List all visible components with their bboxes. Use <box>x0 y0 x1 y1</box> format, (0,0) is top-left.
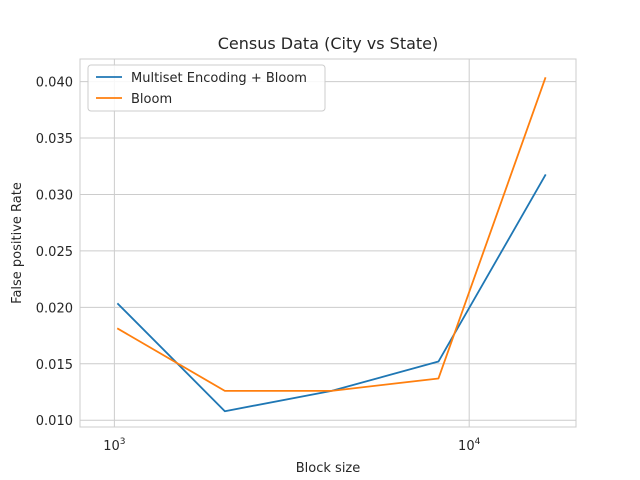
plot-frame <box>79 58 577 428</box>
y-tick-label: 0.040 <box>36 76 73 91</box>
y-tick-label: 0.035 <box>36 132 73 147</box>
legend-label: Bloom <box>131 92 172 107</box>
series-line-2 <box>116 77 547 392</box>
grid-layer <box>80 59 576 427</box>
x-axis-label: Block size <box>296 461 361 476</box>
y-tick-label: 0.010 <box>36 414 73 429</box>
legend-box <box>87 64 326 112</box>
series-line-1 <box>116 174 547 413</box>
x-tick-label: 104 <box>458 437 481 454</box>
y-axis-label: False positive Rate <box>10 182 25 304</box>
x-tick-label: 103 <box>103 437 125 454</box>
series-layer <box>116 77 547 413</box>
legend-label: Multiset Encoding + Bloom <box>131 71 307 86</box>
legend: Multiset Encoding + Bloom Bloom <box>87 64 326 112</box>
y-tick-label: 0.030 <box>36 188 73 203</box>
ticks-layer: 0.010 0.015 0.020 0.025 0.030 0.035 0.040 103 10… <box>36 76 481 454</box>
chart-title: Census Data (City vs State) <box>218 34 439 53</box>
y-tick-label: 0.025 <box>36 245 73 260</box>
y-tick-label: 0.020 <box>36 301 73 316</box>
y-tick-label: 0.015 <box>36 358 73 373</box>
